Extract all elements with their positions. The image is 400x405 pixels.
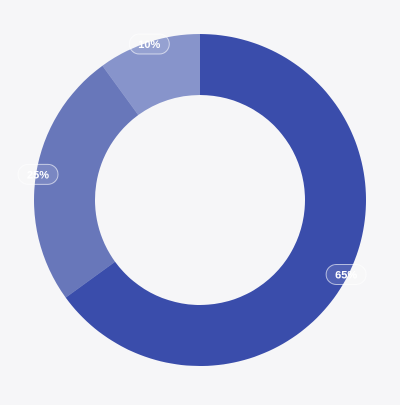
label-pill — [325, 263, 367, 285]
label-pill — [128, 33, 170, 55]
donut-segment — [102, 34, 200, 116]
value-label: 10% — [138, 39, 160, 51]
donut-segment — [65, 34, 366, 367]
label-pill — [17, 163, 59, 185]
donut-segment — [33, 65, 139, 298]
value-label: 65% — [335, 269, 357, 281]
value-label: 25% — [27, 169, 49, 181]
